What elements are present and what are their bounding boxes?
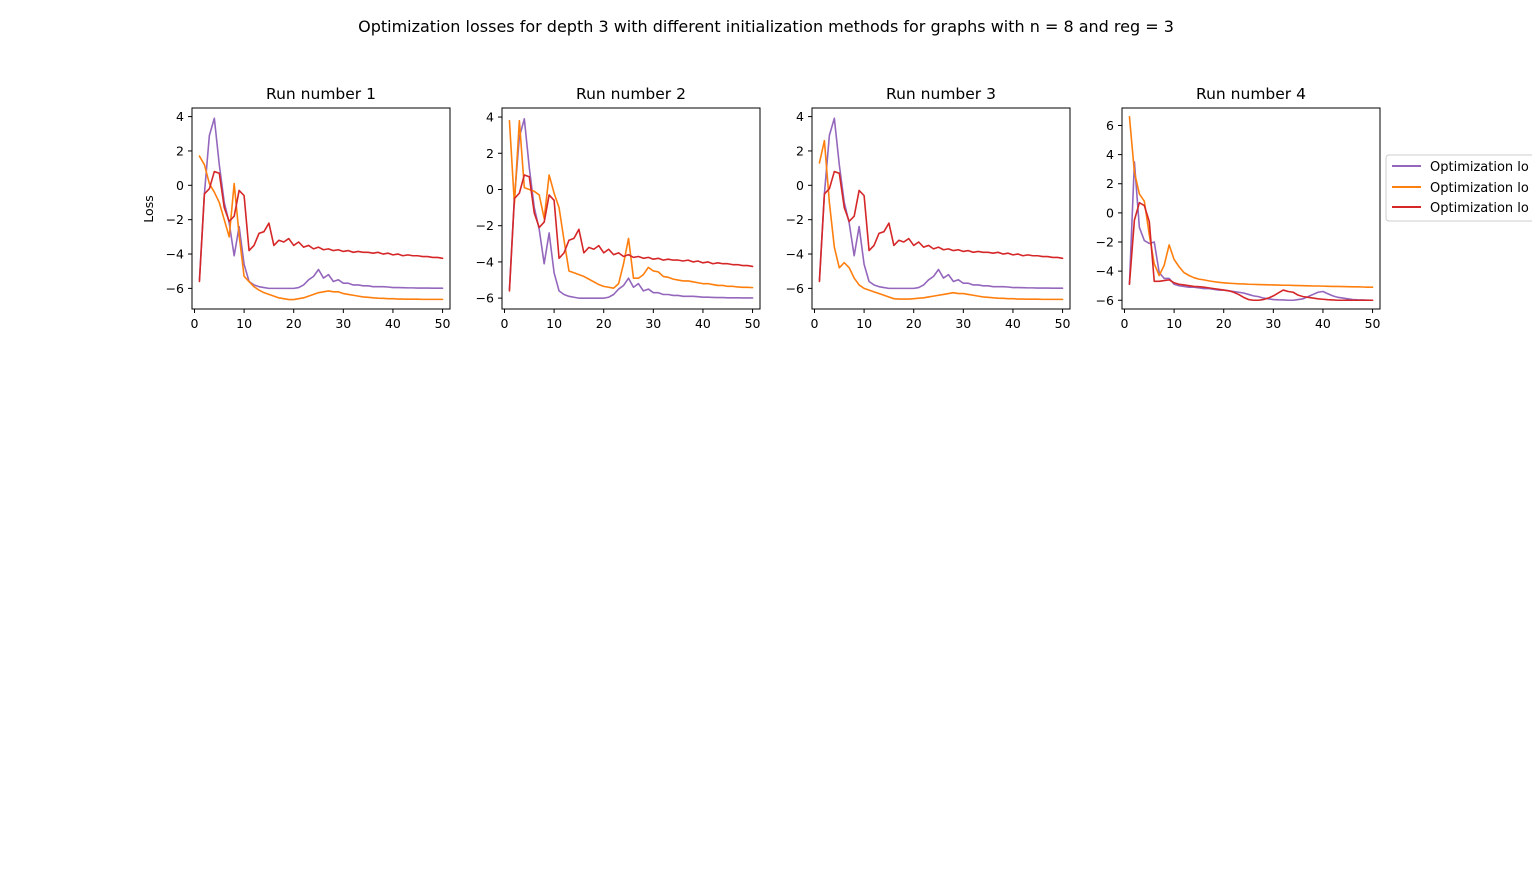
y-tick-label: −4 (476, 254, 494, 269)
subplot-title: Run number 2 (576, 85, 686, 103)
x-tick-label: 40 (385, 316, 401, 331)
x-tick-label: 20 (286, 316, 302, 331)
y-tick-label: −6 (166, 281, 184, 296)
series-line-2 (1128, 115, 1374, 288)
x-tick-label: 20 (1216, 316, 1232, 331)
x-tick-label: 10 (546, 316, 562, 331)
y-tick-label: −2 (166, 212, 184, 227)
subplot-1: Run number 1 0 10 20 30 40 50 −6 −4 −2 0 2 4 (166, 85, 451, 331)
y-tick-label: 2 (486, 146, 494, 161)
y-tick-label: −4 (1096, 264, 1114, 279)
series-line-2 (818, 139, 1064, 301)
x-tick-label: 30 (1265, 316, 1281, 331)
y-tick-label: −2 (476, 218, 494, 233)
plot-frame (191, 107, 451, 310)
x-tick-label: 10 (236, 316, 252, 331)
y-tick-label: 6 (1106, 118, 1114, 133)
y-tick-label: −6 (1096, 293, 1114, 308)
y-tick-label: −4 (166, 247, 184, 262)
y-tick-label: 4 (796, 109, 804, 124)
subplot-4: Run number 4 0 10 20 30 40 50 −6 −4 −2 0 2 4 6 (1096, 85, 1381, 331)
x-tick-label: 40 (1315, 316, 1331, 331)
legend-label-3: Optimization lo (1430, 201, 1529, 216)
y-tick-label: 4 (176, 109, 184, 124)
x-tick-label: 50 (435, 316, 451, 331)
plot-frame (501, 107, 761, 310)
subplot-3: Run number 3 0 10 20 30 40 50 −6 −4 −2 0 2 4 (786, 85, 1071, 331)
legend-label-2: Optimization lo (1430, 181, 1529, 196)
legend: Optimization lo Optimization lo Optimiza… (1385, 154, 1532, 222)
y-tick-label: −6 (786, 281, 804, 296)
x-tick-label: 10 (1166, 316, 1182, 331)
x-tick-label: 0 (501, 316, 509, 331)
x-tick-label: 40 (1005, 316, 1021, 331)
y-tick-label: −4 (786, 247, 804, 262)
series-line-2 (198, 155, 444, 301)
series-line-1 (508, 118, 754, 299)
legend-label-1: Optimization lo (1430, 160, 1529, 175)
series-line-1 (1128, 161, 1374, 302)
x-tick-label: 20 (596, 316, 612, 331)
y-tick-label: 0 (796, 178, 804, 193)
subplot-title: Run number 3 (886, 85, 996, 103)
series-line-3 (508, 174, 754, 292)
figure-title: Optimization losses for depth 3 with dif… (358, 17, 1174, 36)
y-tick-label: −6 (476, 291, 494, 306)
y-tick-label: 0 (1106, 205, 1114, 220)
y-tick-label: 2 (1106, 176, 1114, 191)
y-tick-label: 4 (486, 110, 494, 125)
y-tick-label: −2 (786, 212, 804, 227)
series-line-2 (508, 119, 754, 289)
subplot-title: Run number 1 (266, 85, 376, 103)
x-tick-label: 0 (811, 316, 819, 331)
series-line-1 (818, 117, 1064, 290)
plot-frame (1121, 107, 1381, 310)
y-axis-label: Loss (141, 195, 156, 222)
y-tick-label: 0 (486, 182, 494, 197)
x-tick-label: 30 (335, 316, 351, 331)
x-tick-label: 40 (695, 316, 711, 331)
series-line-3 (1128, 201, 1374, 302)
x-tick-label: 50 (1055, 316, 1071, 331)
subplot-2: Run number 2 0 10 20 30 40 50 −6 −4 −2 0 2 4 (476, 85, 761, 331)
series-line-3 (818, 170, 1064, 283)
y-tick-label: −2 (1096, 235, 1114, 250)
x-tick-label: 20 (906, 316, 922, 331)
x-tick-label: 30 (645, 316, 661, 331)
x-tick-label: 0 (191, 316, 199, 331)
x-tick-label: 50 (1365, 316, 1381, 331)
y-tick-label: 2 (176, 143, 184, 158)
x-tick-label: 0 (1121, 316, 1129, 331)
y-tick-label: 2 (796, 143, 804, 158)
y-tick-label: 0 (176, 178, 184, 193)
x-tick-label: 30 (955, 316, 971, 331)
subplot-title: Run number 4 (1196, 85, 1306, 103)
x-tick-label: 50 (745, 316, 761, 331)
plot-frame (811, 107, 1071, 310)
legend-frame (1385, 154, 1532, 222)
series-line-1 (198, 117, 444, 290)
series-line-3 (198, 170, 444, 283)
y-tick-label: 4 (1106, 147, 1114, 162)
x-tick-label: 10 (856, 316, 872, 331)
